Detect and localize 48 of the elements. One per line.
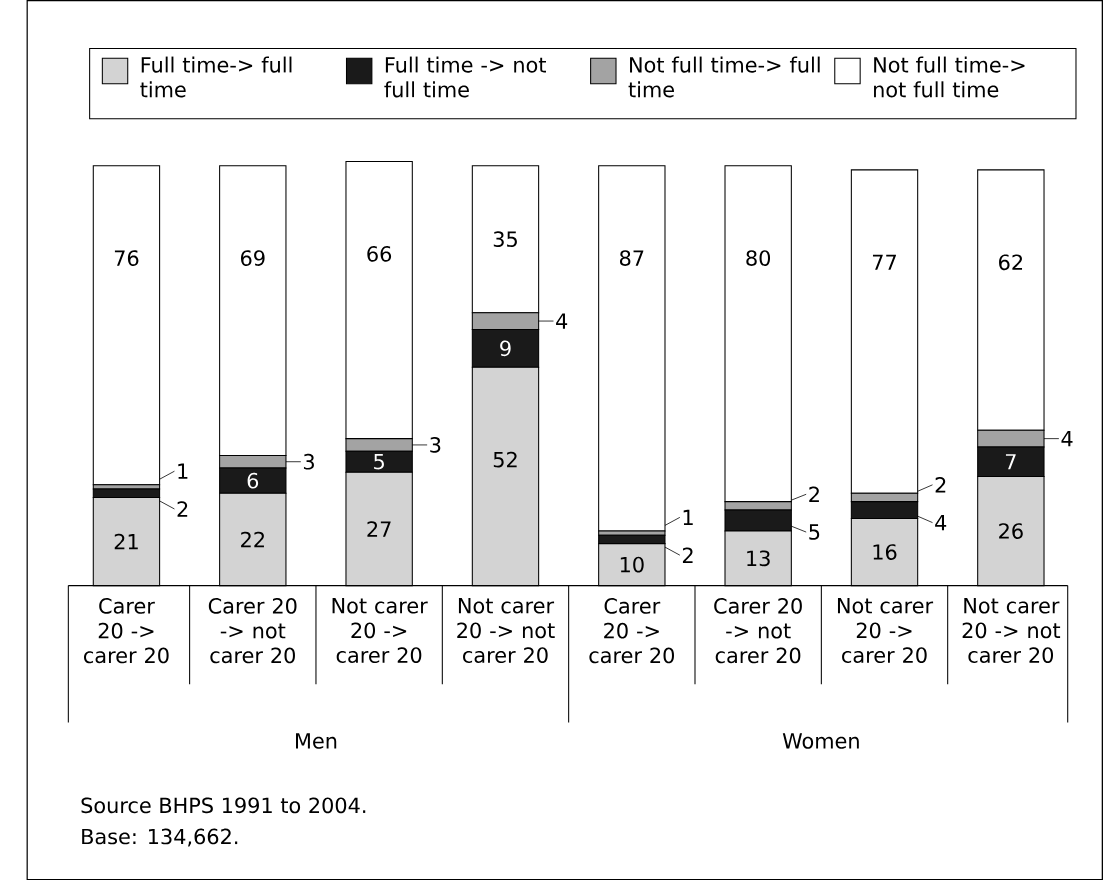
- data-label: 4: [935, 514, 947, 531]
- data-label: 2: [177, 501, 188, 517]
- data-label: 26: [999, 523, 1023, 539]
- data-label: 13: [747, 550, 770, 567]
- data-label: 5: [809, 524, 820, 540]
- data-label: 76: [114, 250, 139, 266]
- x-tick-label: Carer 20 -> carer 20: [84, 597, 169, 664]
- data-label: 2: [682, 547, 693, 563]
- data-label: 7: [1005, 454, 1016, 470]
- data-label: 10: [620, 556, 644, 573]
- data-label: 77: [872, 254, 896, 270]
- text: Men: [296, 733, 337, 749]
- x-tick-label: Not carer 20 -> carer 20: [837, 597, 934, 663]
- data-label: 9: [500, 340, 511, 357]
- text: Base: 134,662.: [82, 828, 238, 847]
- data-label: 3: [303, 453, 314, 470]
- x-tick-label: Carer 20 -> not carer 20: [208, 597, 297, 664]
- text: Women: [782, 733, 859, 749]
- data-label: 22: [241, 531, 264, 548]
- x-tick-label: Not carer 20 -> carer 20: [332, 597, 428, 663]
- data-label: 6: [247, 472, 259, 489]
- data-label: 35: [493, 231, 517, 247]
- x-tick-label: Not carer 20 -> not carer 20: [457, 597, 555, 663]
- data-label: 69: [240, 250, 265, 266]
- x-tick-label: Carer 20 -> carer 20: [589, 597, 674, 664]
- x-tick-label: Carer 20 -> not carer 20: [714, 597, 802, 664]
- data-label: 21: [114, 533, 138, 550]
- data-label: 27: [367, 521, 391, 537]
- data-label: 87: [619, 250, 644, 266]
- data-label: 5: [374, 453, 384, 470]
- data-label: 4: [556, 313, 568, 329]
- data-label: 80: [746, 250, 771, 266]
- data-label: 16: [873, 544, 897, 560]
- legend-label: Full time-> full time: [140, 56, 292, 98]
- data-label: 3: [430, 436, 441, 453]
- data-label: 1: [683, 509, 693, 525]
- legend-label: Full time -> not full time: [384, 56, 546, 98]
- x-tick-label: Not carer 20 -> not carer 20: [962, 597, 1061, 663]
- data-label: 52: [493, 451, 517, 468]
- data-label: 1: [178, 463, 188, 479]
- data-label: 62: [999, 254, 1023, 271]
- data-label: 66: [367, 245, 392, 262]
- data-label: 2: [809, 486, 819, 502]
- legend-label: Not full time-> full time: [628, 56, 820, 98]
- data-label: 4: [1061, 430, 1073, 447]
- data-label: 2: [935, 477, 946, 493]
- source-note: Source BHPS 1991 to 2004.: [81, 797, 366, 814]
- legend-label: Not full time-> not full time: [874, 56, 1025, 98]
